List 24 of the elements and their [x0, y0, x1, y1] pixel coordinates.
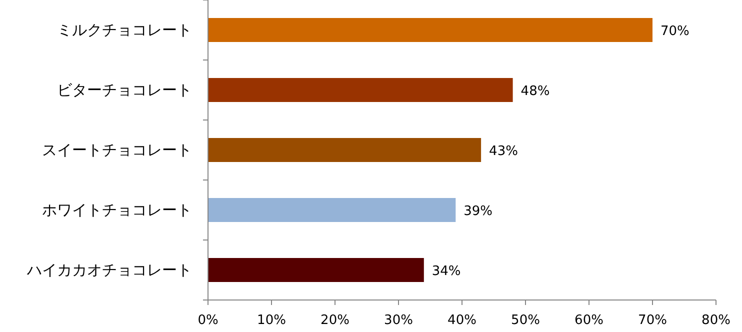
x-tick-label: 30% — [384, 313, 413, 328]
x-tick-label: 40% — [448, 313, 476, 328]
y-tick-label: ミルクチョコレート — [57, 21, 192, 39]
y-tick-label: ホワイトチョコレート — [42, 201, 192, 219]
bar — [208, 78, 513, 102]
x-tick-label: 60% — [574, 313, 604, 328]
data-label: 39% — [464, 204, 493, 219]
x-tick-label: 0% — [198, 313, 218, 328]
bar — [208, 258, 424, 282]
data-label: 34% — [432, 264, 461, 279]
y-tick-label: ビターチョコレート — [57, 81, 192, 99]
x-tick-label: 50% — [511, 313, 540, 328]
y-tick-label: スイートチョコレート — [42, 141, 192, 159]
x-tick-label: 70% — [638, 313, 667, 328]
bar — [208, 18, 652, 42]
x-tick-label: 20% — [320, 313, 350, 328]
bar — [208, 138, 482, 162]
x-tick-label: 80% — [702, 313, 730, 328]
bar — [208, 198, 456, 222]
data-label: 48% — [520, 84, 550, 99]
y-tick-label: ハイカカオチョコレート — [26, 261, 192, 279]
x-tick-label: 10% — [257, 313, 286, 328]
data-label: 43% — [489, 144, 518, 159]
data-label: 70% — [660, 24, 690, 39]
